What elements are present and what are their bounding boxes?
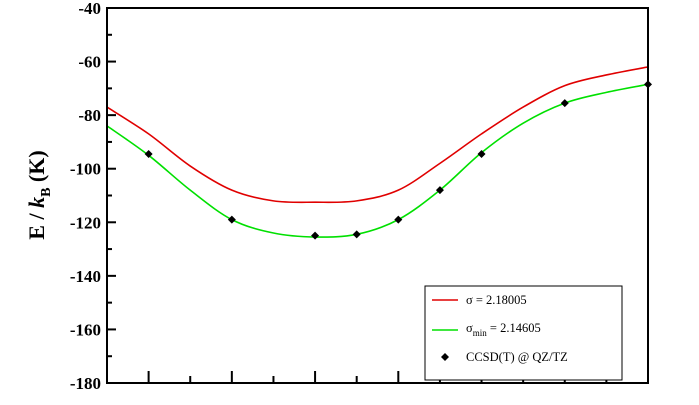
y-tick-label: -80	[78, 106, 101, 125]
legend-frame	[424, 285, 623, 381]
data-point-diamond	[311, 231, 320, 240]
y-tick-label: -100	[70, 160, 101, 179]
data-point-diamond	[227, 215, 236, 224]
plot-area: -180 -160 -140 -120 -100 -80 -60 -40	[70, 0, 652, 393]
legend-label-sigma-min-symbol: σ	[466, 321, 473, 335]
series-line-1	[107, 83, 648, 238]
y-tick-label: -160	[70, 320, 101, 339]
data-point-diamond	[394, 215, 403, 224]
data-point-diamond	[477, 149, 486, 158]
y-axis-title-prefix: E /	[24, 208, 49, 240]
y-axis-title-variable: k	[24, 197, 49, 208]
legend-label-ccsdt: CCSD(T) @ QZ/TZ	[466, 350, 568, 364]
y-tick-label: -180	[70, 374, 101, 393]
data-point-diamond	[435, 186, 444, 195]
y-axis-title-suffix: (K)	[24, 150, 49, 187]
legend-swatch-diamond-marker	[441, 353, 449, 361]
data-point-diamond	[144, 149, 153, 158]
data-point-diamond	[560, 99, 569, 108]
data-point-diamond	[352, 230, 361, 239]
legend-label-sigma-min-value: = 2.14605	[487, 321, 541, 335]
y-tick-label: -40	[78, 0, 101, 18]
y-tick-label: -60	[78, 53, 101, 72]
series-line-0	[107, 66, 648, 204]
y-axis-title: E / kB (K)	[24, 150, 54, 239]
y-tick-label: -140	[70, 267, 101, 286]
legend-label-sigma-min: σmin = 2.14605	[466, 321, 541, 338]
legend-label-sigma-min-subscript: min	[473, 328, 488, 338]
legend: σ = 2.18005 σmin = 2.14605 CCSD(T) @ QZ/…	[424, 285, 623, 381]
legend-label-sigma: σ = 2.18005	[466, 293, 527, 307]
y-tick-label: -120	[70, 213, 101, 232]
y-axis-title-subscript: B	[39, 188, 54, 197]
